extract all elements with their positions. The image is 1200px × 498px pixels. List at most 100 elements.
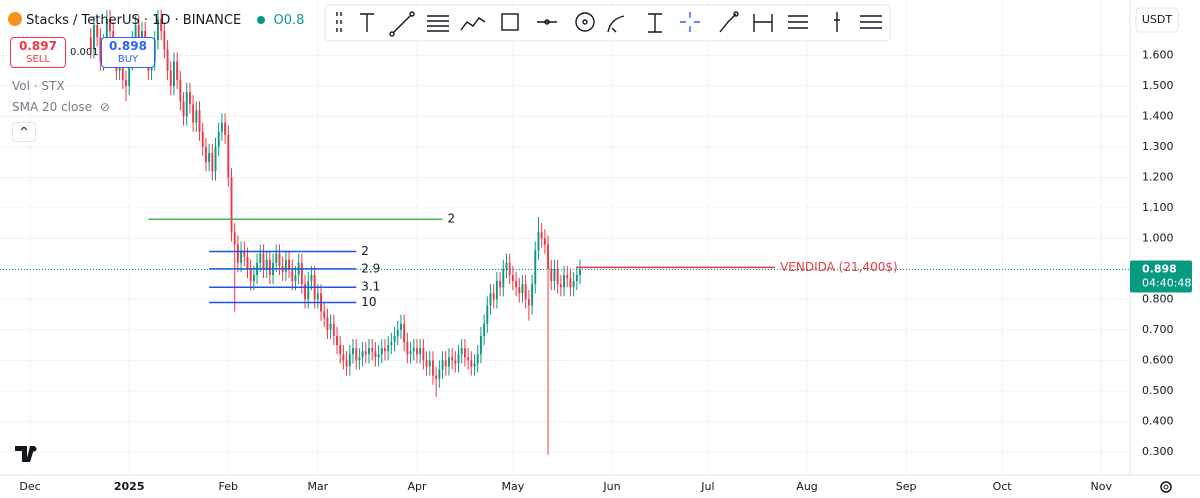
x-tick-label: Apr — [407, 480, 427, 493]
indicator[interactable]: Vol · STX — [12, 79, 65, 93]
candle-body — [134, 25, 137, 41]
candle-body — [393, 335, 396, 343]
x-tick-label: Mar — [307, 480, 328, 493]
candle-body — [467, 357, 470, 361]
indicator-label: SMA 20 close — [12, 100, 92, 114]
candle-body — [518, 287, 521, 294]
drawing-label: 2.9 — [361, 261, 380, 275]
candle-body — [479, 335, 482, 355]
candle-body — [265, 259, 268, 269]
x-tick-label: Jun — [602, 480, 620, 493]
candle-body — [364, 351, 367, 355]
candle-body — [563, 275, 565, 288]
drawing-label: 3.1 — [361, 280, 380, 294]
candle-body — [109, 18, 111, 32]
y-tick-label: 1.500 — [1142, 79, 1174, 92]
candle-body — [524, 284, 527, 300]
candle-body — [96, 25, 99, 38]
indicator[interactable]: SMA 20 close ⊘ — [12, 100, 110, 114]
settings-icon[interactable] — [1160, 481, 1172, 493]
candle-body — [323, 311, 326, 318]
candle-body — [99, 37, 102, 62]
y-tick-label: 0.500 — [1142, 384, 1174, 397]
candle-body — [208, 153, 211, 163]
candle-body — [438, 369, 441, 379]
candle-body — [547, 244, 550, 269]
symbol-icon — [8, 12, 22, 26]
candle-body — [575, 275, 578, 282]
candle-body — [495, 281, 498, 300]
candle-body — [409, 351, 412, 355]
collapse-button[interactable]: ^ — [12, 122, 36, 142]
symbol-title[interactable]: Stacks / TetherUS · 1D · BINANCE — [26, 13, 242, 28]
drawing-label: 2 — [361, 244, 369, 258]
candle-body — [300, 262, 303, 285]
candle-body — [348, 354, 351, 367]
y-tick-label: 1.400 — [1142, 109, 1174, 122]
candle-body — [390, 342, 393, 346]
candle-body — [294, 275, 297, 282]
candle-body — [431, 360, 434, 376]
spread: 0.001 — [70, 47, 99, 58]
candle-body — [156, 18, 159, 41]
candle-body — [217, 131, 220, 147]
candle-body — [470, 360, 473, 367]
candle-body — [441, 360, 444, 370]
y-tick-label: 0.600 — [1142, 353, 1174, 366]
last-price-tag — [1130, 260, 1192, 293]
x-tick-label: Feb — [219, 480, 238, 493]
symbol-header: Stacks / TetherUS · 1D · BINANCE O0.8 — [8, 12, 304, 28]
candle-body — [284, 259, 287, 272]
currency-button[interactable] — [1135, 7, 1179, 33]
candle-body — [182, 101, 185, 117]
candle-body — [377, 354, 380, 358]
candle-body — [332, 323, 335, 336]
candle-body — [428, 360, 431, 367]
x-tick-label: Nov — [1090, 480, 1112, 493]
candle-body — [288, 259, 291, 269]
candle-body — [521, 284, 524, 294]
candle-body — [358, 357, 361, 361]
candle-body — [204, 146, 207, 163]
toolbar-icons[interactable] — [336, 11, 882, 37]
candle-body — [361, 351, 364, 358]
x-tick-label: May — [502, 480, 525, 493]
candle-body — [125, 79, 127, 86]
candle-body — [387, 345, 390, 352]
x-tick-label: Aug — [796, 480, 817, 493]
candle-body — [537, 232, 540, 251]
candle-body — [540, 232, 543, 239]
drawing-label: VENDIDA (21,400$) — [780, 260, 898, 274]
candle-body — [447, 357, 450, 367]
y-tick-label: 1.100 — [1142, 201, 1174, 214]
candle-body — [531, 284, 534, 306]
candle-body — [444, 360, 447, 367]
candle-body — [262, 253, 265, 269]
candle-body — [543, 238, 546, 245]
candle-body — [220, 122, 223, 132]
currency[interactable]: USDT — [1142, 13, 1173, 26]
candle-body — [419, 348, 422, 355]
sell-label: SELL — [26, 54, 50, 65]
candle-body — [230, 177, 233, 233]
x-tick-label: Oct — [993, 480, 1013, 493]
candle-body — [336, 335, 338, 346]
y-tick-label: 0.400 — [1142, 414, 1174, 427]
candle-body — [93, 25, 95, 50]
candle-body — [326, 317, 329, 330]
buy-button[interactable]: 0.898 BUY — [101, 37, 155, 68]
x-tick-label: Sep — [896, 480, 917, 493]
y-tick-label: 0.300 — [1142, 445, 1174, 458]
candle-body — [291, 268, 294, 282]
candle-body — [169, 70, 172, 86]
candle-body — [304, 284, 307, 300]
last-price-label: 0.898 — [1142, 263, 1177, 276]
candle-body — [473, 363, 476, 367]
x-tick-label: Dec — [19, 480, 40, 493]
buy-label: BUY — [117, 54, 139, 65]
candle-body — [329, 323, 332, 330]
candle-body — [534, 250, 537, 285]
sell-button[interactable]: 0.897 SELL — [10, 37, 66, 68]
candle-body — [454, 360, 457, 364]
